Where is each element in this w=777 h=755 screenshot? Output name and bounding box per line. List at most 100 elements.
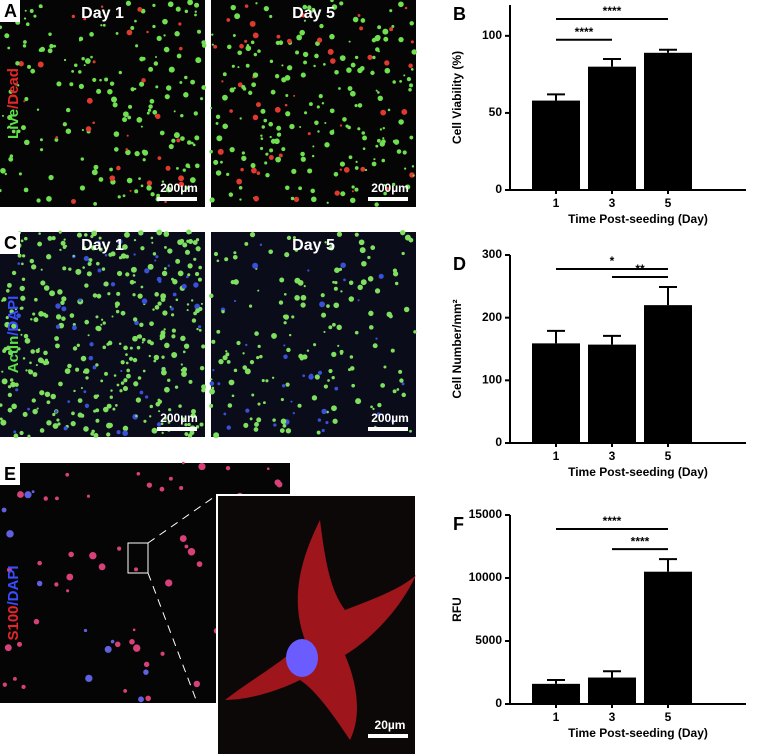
cell — [40, 268, 43, 271]
cell — [156, 422, 162, 427]
cell — [326, 410, 329, 414]
cell — [213, 432, 220, 439]
cell — [362, 135, 368, 141]
cell — [283, 321, 287, 325]
cell — [274, 74, 280, 79]
cell — [27, 64, 31, 69]
cell — [349, 366, 355, 371]
cell — [2, 682, 8, 687]
cell — [323, 63, 326, 66]
stain-part: /DAPI — [5, 565, 22, 605]
scale-bar — [157, 427, 197, 431]
cell — [249, 231, 256, 238]
cell — [329, 108, 335, 114]
cell — [179, 46, 183, 51]
cell — [229, 87, 235, 93]
cell — [408, 63, 413, 69]
cell — [134, 150, 140, 157]
cell — [236, 178, 243, 185]
cell — [261, 379, 265, 383]
cell — [9, 309, 14, 314]
cell — [32, 312, 36, 316]
cell — [191, 141, 194, 145]
cell — [91, 169, 98, 176]
cell — [252, 72, 259, 78]
cell — [58, 230, 62, 234]
cell — [122, 117, 128, 123]
cell — [288, 333, 292, 337]
cell — [196, 29, 202, 34]
cell — [284, 252, 290, 258]
cell — [37, 560, 42, 566]
cell — [317, 370, 323, 375]
cell — [323, 330, 326, 334]
cell — [186, 275, 189, 279]
cell — [122, 430, 129, 437]
cell — [294, 248, 299, 252]
cell — [15, 388, 19, 392]
cell — [209, 197, 215, 203]
cell — [186, 229, 192, 235]
cell — [106, 432, 111, 437]
cell — [126, 177, 133, 184]
stain-label: S100/DAPI — [5, 565, 22, 640]
cell — [9, 349, 13, 353]
cell — [80, 355, 87, 362]
cell — [303, 111, 308, 115]
cell — [339, 168, 343, 171]
cell — [7, 282, 12, 288]
cell — [23, 17, 27, 20]
cell — [327, 379, 330, 382]
cell — [340, 191, 346, 197]
cell — [371, 161, 377, 167]
cell — [119, 389, 123, 393]
cell — [117, 546, 122, 551]
cell — [402, 150, 407, 155]
cell — [380, 383, 386, 388]
cell — [289, 123, 295, 130]
cell — [125, 149, 131, 156]
cell — [139, 390, 144, 395]
cell — [101, 318, 104, 321]
cell — [194, 135, 200, 141]
cell — [92, 121, 95, 125]
cell — [382, 137, 385, 140]
cell — [140, 246, 145, 251]
cell — [187, 548, 196, 556]
cell — [0, 167, 6, 174]
cell — [248, 90, 253, 95]
cell — [324, 142, 330, 148]
cell — [178, 181, 185, 188]
cell — [252, 32, 259, 39]
cell — [332, 322, 336, 327]
cell — [351, 185, 355, 189]
cell — [189, 430, 195, 436]
cell — [68, 551, 74, 558]
cell — [355, 398, 362, 405]
cell — [340, 262, 346, 268]
cell — [296, 34, 303, 41]
scale-bar — [157, 197, 197, 201]
cell — [0, 419, 7, 426]
cell — [20, 333, 23, 336]
cell — [357, 284, 363, 291]
cell — [46, 420, 52, 426]
cell — [282, 423, 287, 428]
cell — [213, 159, 219, 165]
cell — [58, 381, 63, 387]
cell — [293, 94, 296, 97]
cell — [188, 379, 193, 384]
cell — [357, 103, 363, 108]
cell — [184, 75, 188, 80]
cell — [209, 381, 215, 386]
cell — [138, 696, 144, 703]
cell — [169, 305, 172, 308]
cell — [230, 4, 236, 11]
cell — [21, 684, 26, 689]
cell — [321, 408, 327, 415]
cell — [1, 299, 4, 302]
cell — [173, 110, 176, 113]
cell — [377, 25, 382, 30]
cell — [319, 301, 326, 308]
panel-letter: F — [453, 514, 464, 534]
